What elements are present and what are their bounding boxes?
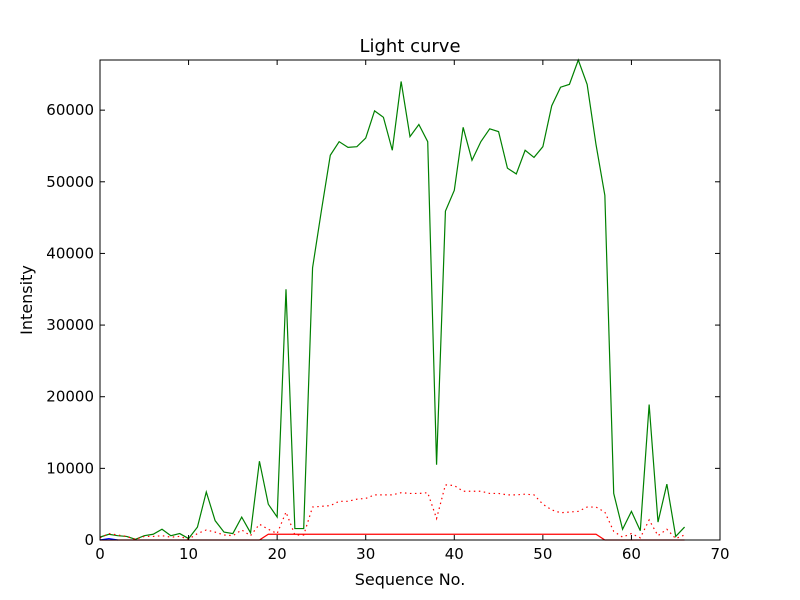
x-tick-label: 30 (356, 545, 375, 563)
x-tick-label: 60 (622, 545, 641, 563)
y-tick-label: 20000 (46, 388, 94, 406)
y-tick-label: 60000 (46, 101, 94, 119)
chart-title: Light curve (359, 36, 460, 57)
plot-frame (99, 59, 721, 541)
x-tick-label: 40 (445, 545, 464, 563)
plot-area (100, 60, 720, 540)
y-tick-label: 0 (84, 531, 94, 549)
y-tick-label: 40000 (46, 244, 94, 262)
x-axis-label: Sequence No. (355, 570, 466, 589)
y-axis-label: Intensity (17, 265, 36, 335)
y-tick-label: 50000 (46, 173, 94, 191)
x-tick-label: 50 (533, 545, 552, 563)
series-line-2 (99, 484, 685, 540)
x-tick-label: 0 (95, 545, 105, 563)
y-tick-label: 30000 (46, 316, 94, 334)
y-tick-label: 10000 (46, 459, 94, 477)
x-tick-label: 10 (179, 545, 198, 563)
x-tick-label: 20 (268, 545, 287, 563)
tick-layer: 0 10 20 30 40 50 60 70 0 10000 20000 30000 40000 5000… (46, 60, 730, 563)
x-tick-label: 70 (710, 545, 729, 563)
series-line-1 (99, 58, 686, 540)
